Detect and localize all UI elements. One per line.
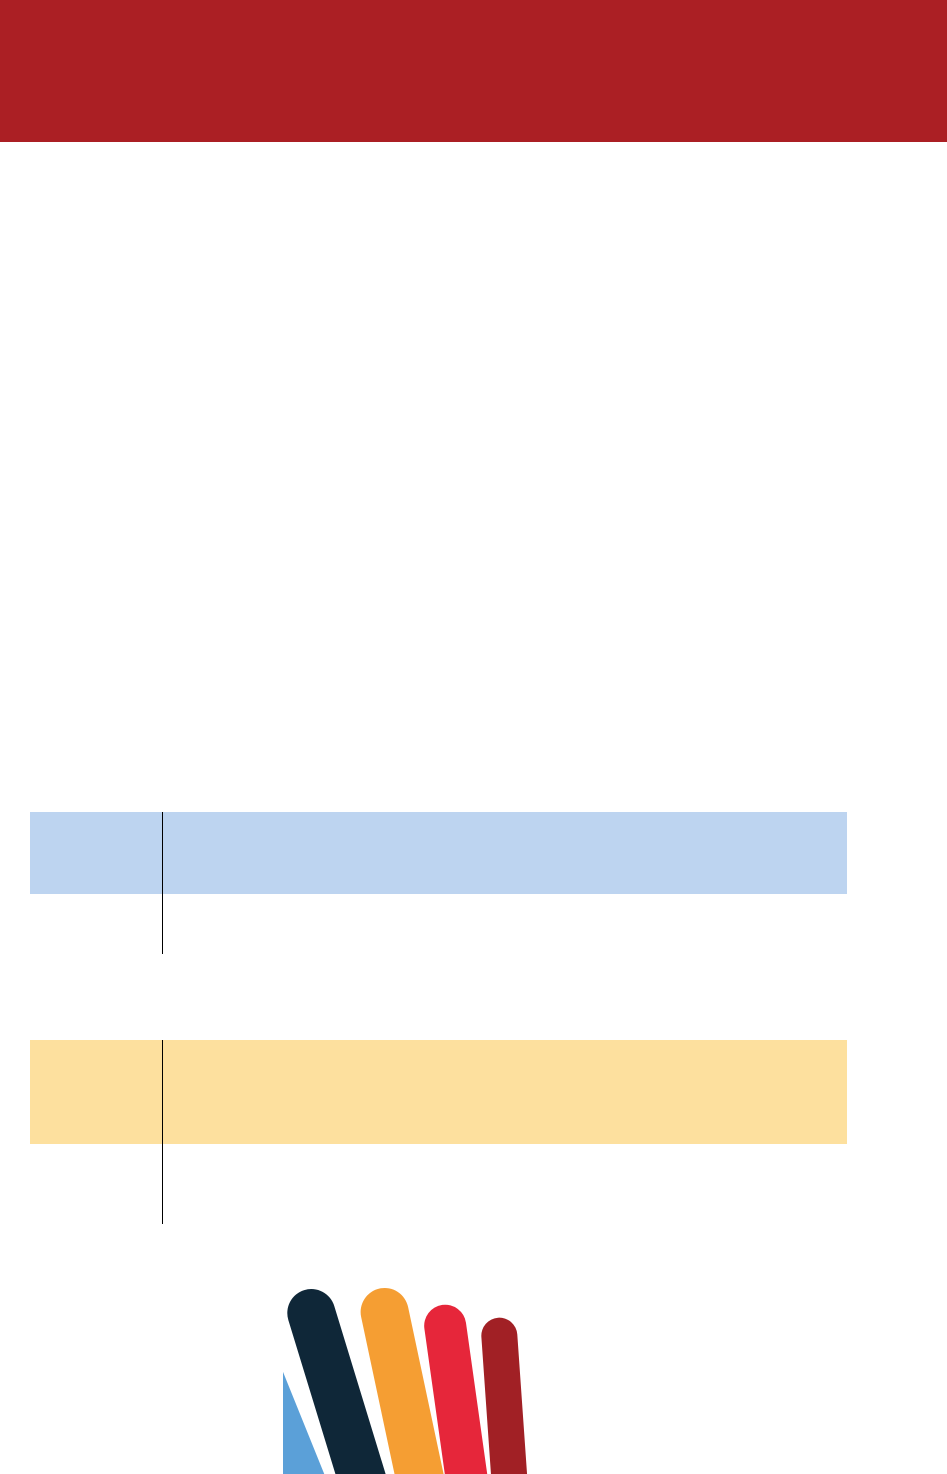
vertical-divider-1 <box>162 812 163 954</box>
row-blue <box>30 812 847 894</box>
vertical-divider-2 <box>162 1040 163 1224</box>
fan-bars-logo <box>283 1252 553 1474</box>
logo-bar <box>480 1316 537 1474</box>
row-yellow <box>30 1040 847 1144</box>
header-bar <box>0 0 947 142</box>
